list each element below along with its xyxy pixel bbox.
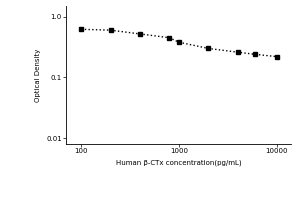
X-axis label: Human β-CTx concentration(pg/mL): Human β-CTx concentration(pg/mL) — [116, 160, 241, 166]
Y-axis label: Optical Density: Optical Density — [34, 48, 40, 102]
